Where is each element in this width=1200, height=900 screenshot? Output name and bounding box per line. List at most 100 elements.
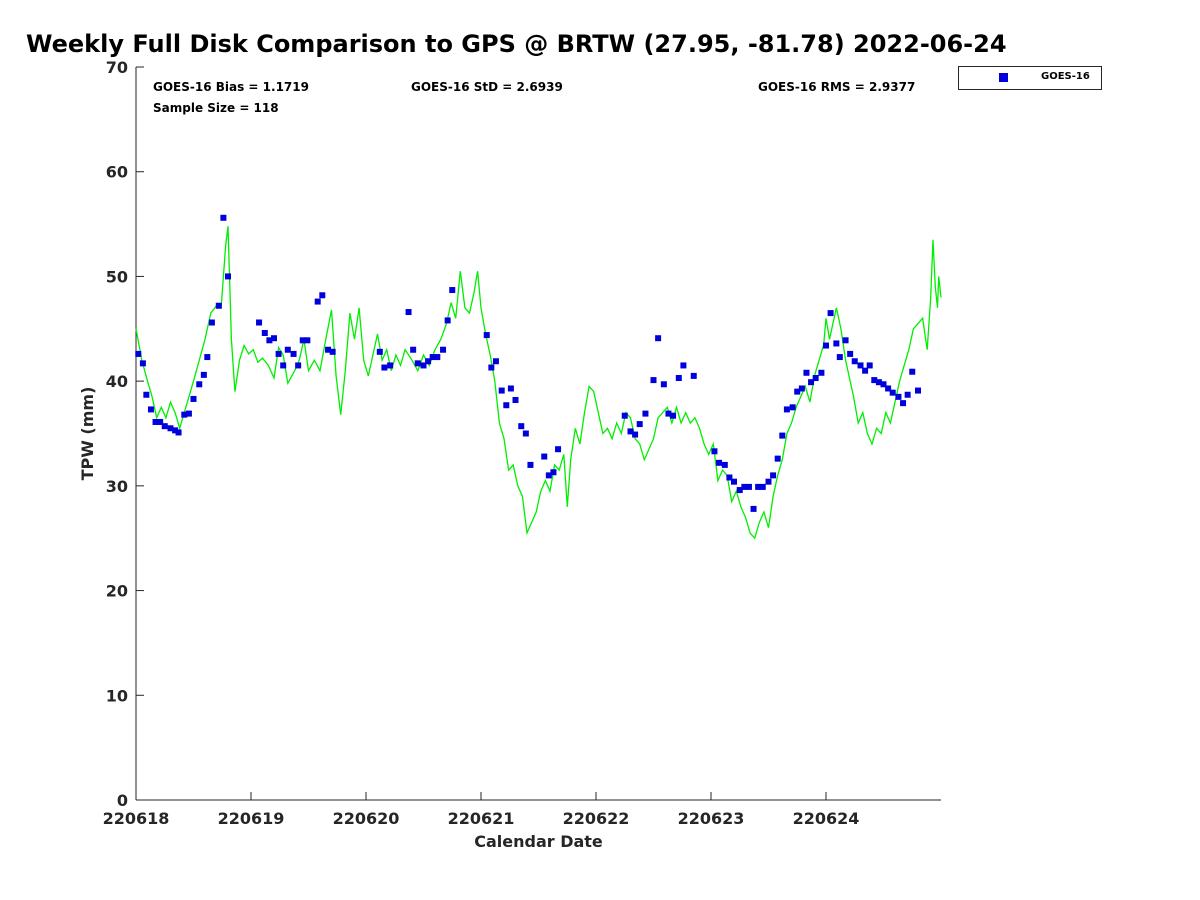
goes-point [779, 432, 786, 439]
goes-point [842, 337, 849, 344]
x-tick-label: 220624 [793, 809, 860, 828]
goes-point [329, 348, 336, 355]
goes-point [665, 410, 672, 417]
legend-label: GOES-16 [1041, 71, 1090, 82]
x-axis-label: Calendar Date [474, 832, 603, 851]
goes-point [909, 368, 916, 375]
goes-point [789, 404, 796, 411]
y-tick-label: 0 [117, 791, 128, 810]
y-tick-label: 10 [106, 686, 128, 705]
goes-point [866, 362, 873, 369]
goes-point [405, 309, 412, 316]
goes-point [488, 364, 495, 371]
goes-point [512, 396, 519, 403]
bias-stat: GOES-16 Bias = 1.1719 [153, 80, 309, 94]
goes-point [875, 379, 882, 386]
goes-point [675, 375, 682, 382]
goes-point [167, 425, 174, 432]
chart-title: Weekly Full Disk Comparison to GPS @ BRT… [26, 30, 1007, 58]
goes-point [139, 360, 146, 367]
goes-point [527, 461, 534, 468]
y-tick-label: 30 [106, 477, 128, 496]
goes-point [731, 478, 737, 485]
goes-point [161, 423, 168, 430]
goes-point [135, 350, 142, 357]
x-tick-label: 220619 [218, 809, 285, 828]
sample-size-stat: Sample Size = 118 [153, 101, 279, 115]
goes-point [836, 354, 843, 361]
goes-point [726, 474, 733, 481]
goes-point [284, 346, 291, 353]
goes-point [414, 360, 421, 367]
goes-point [295, 362, 302, 369]
goes-point [376, 348, 383, 355]
goes-point [745, 483, 752, 490]
goes-point [555, 446, 562, 453]
goes-point [290, 350, 297, 357]
goes-point [444, 317, 451, 324]
legend-marker-square-icon [999, 73, 1008, 82]
goes-point [152, 418, 159, 425]
goes-point [314, 298, 321, 305]
goes-point [765, 478, 772, 485]
x-tick-label: 220620 [333, 809, 400, 828]
goes-point [550, 469, 557, 476]
goes-point [636, 421, 643, 428]
goes-point [847, 350, 854, 357]
goes-point [904, 391, 911, 398]
goes-point [449, 287, 456, 294]
goes-point [429, 354, 436, 361]
x-tick-label: 220623 [678, 809, 745, 828]
goes-point [185, 410, 192, 417]
goes-point [660, 381, 667, 388]
goes-point [736, 487, 743, 494]
legend: GOES-16 [958, 66, 1102, 90]
goes-point [670, 412, 677, 419]
goes-point [196, 381, 203, 388]
goes-point [851, 358, 858, 365]
goes-point [157, 418, 164, 425]
goes-point [889, 389, 896, 396]
goes-point [857, 362, 864, 369]
goes-point [410, 346, 417, 353]
goes-point [632, 431, 639, 438]
rms-stat: GOES-16 RMS = 2.9377 [758, 80, 916, 94]
goes-point [256, 319, 263, 326]
goes-point [655, 335, 662, 342]
goes-point [181, 411, 188, 418]
x-tick-label: 220621 [448, 809, 515, 828]
goes-point [271, 335, 277, 342]
goes-point [440, 346, 447, 353]
y-tick-label: 50 [106, 267, 128, 286]
goes-point [420, 362, 427, 369]
goes-point [215, 302, 222, 309]
goes-point [190, 395, 197, 402]
goes-point [225, 273, 231, 280]
goes-point [425, 358, 432, 365]
goes-point [711, 448, 718, 455]
goes-point [280, 362, 287, 369]
goes-point [541, 453, 548, 460]
goes-point [900, 400, 907, 407]
goes-point [200, 371, 207, 378]
goes-point [522, 430, 529, 437]
goes-point [175, 429, 182, 436]
y-tick-label: 70 [106, 58, 128, 77]
goes-point [833, 340, 840, 347]
goes-point [143, 391, 150, 398]
goes-point [871, 377, 878, 384]
goes-point [492, 358, 499, 365]
goes-point [798, 385, 805, 392]
goes-point [783, 406, 790, 413]
goes-point [627, 428, 634, 435]
goes-point [381, 364, 388, 371]
goes-point [862, 367, 869, 374]
y-tick-label: 60 [106, 163, 128, 182]
goes-point [774, 455, 781, 462]
goes-point [895, 393, 902, 400]
goes-point [266, 337, 273, 344]
goes-point [545, 472, 552, 479]
goes-point [690, 372, 697, 379]
goes-point [147, 406, 154, 413]
goes-point [818, 369, 825, 376]
